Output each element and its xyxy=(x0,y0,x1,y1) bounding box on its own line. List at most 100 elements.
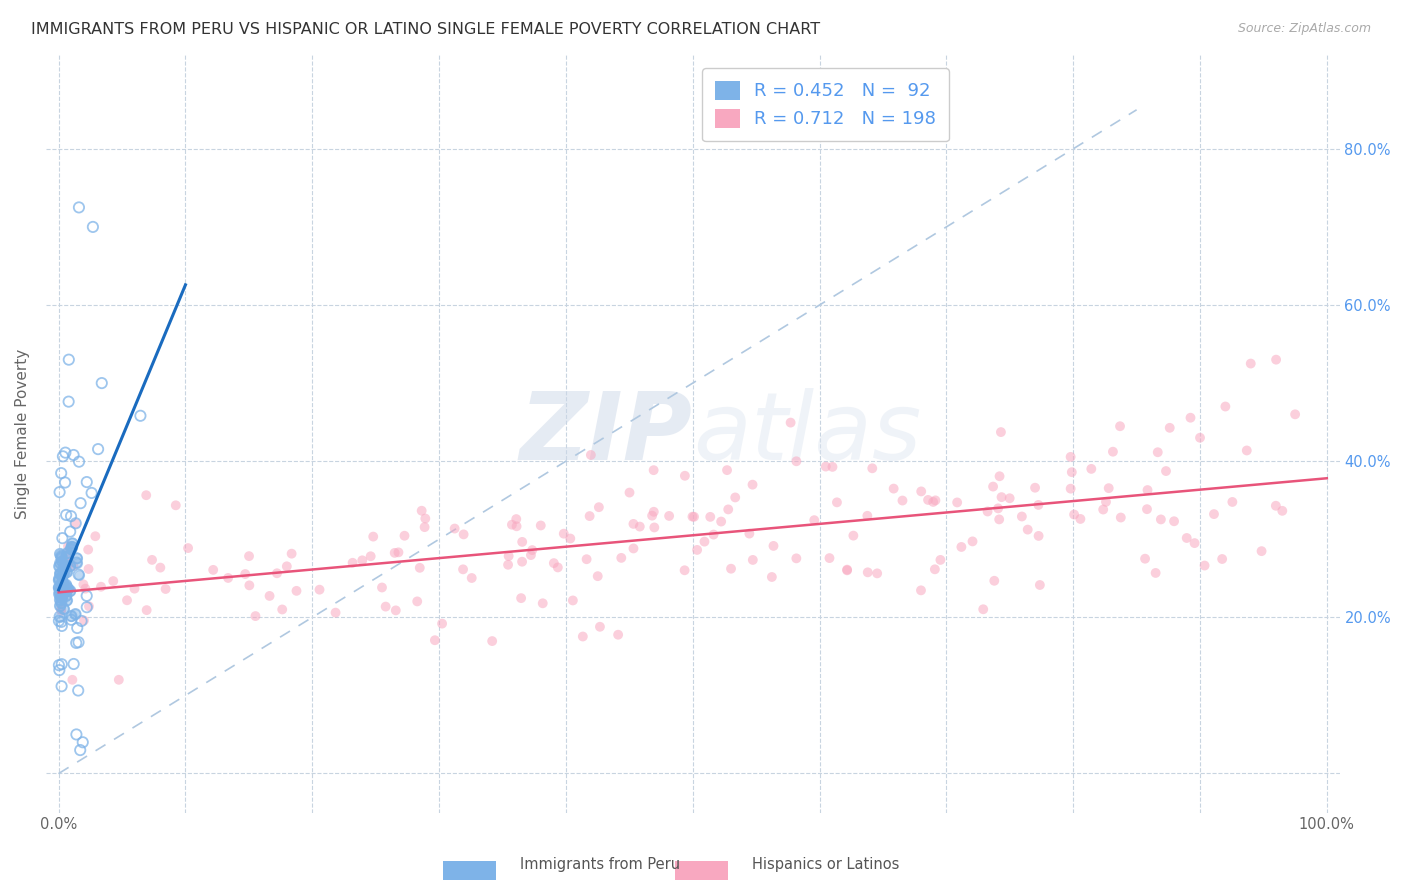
Point xyxy=(1184,536,1206,550)
Point xyxy=(49,591,72,605)
Point xyxy=(82,219,104,234)
Point xyxy=(950,540,973,554)
Point xyxy=(48,574,70,588)
Point xyxy=(762,539,785,553)
Point xyxy=(48,585,70,599)
Text: IMMIGRANTS FROM PERU VS HISPANIC OR LATINO SINGLE FEMALE POVERTY CORRELATION CHA: IMMIGRANTS FROM PERU VS HISPANIC OR LATI… xyxy=(31,22,820,37)
Point xyxy=(51,604,73,618)
Point xyxy=(51,575,73,590)
Point xyxy=(51,575,73,590)
Point xyxy=(803,513,825,527)
Point xyxy=(238,578,260,592)
Point xyxy=(49,547,72,561)
Point xyxy=(65,727,87,741)
Point xyxy=(1028,529,1050,543)
Point xyxy=(1202,507,1225,521)
Point xyxy=(1154,464,1177,478)
Point xyxy=(409,561,432,575)
Point xyxy=(51,583,73,598)
Point xyxy=(643,463,665,477)
Point xyxy=(988,512,1011,526)
Point xyxy=(387,545,409,559)
Point xyxy=(266,566,288,581)
Point xyxy=(325,606,347,620)
Point xyxy=(49,592,72,607)
Point xyxy=(384,546,406,560)
Point xyxy=(84,529,107,543)
Point xyxy=(53,582,76,597)
Point xyxy=(55,593,77,607)
Point xyxy=(56,581,79,595)
Point xyxy=(821,459,844,474)
Point xyxy=(65,556,87,570)
Point xyxy=(51,615,73,629)
Point xyxy=(510,591,533,606)
Point xyxy=(49,582,72,596)
Point xyxy=(48,585,70,599)
Point xyxy=(52,567,75,582)
Point xyxy=(51,596,73,610)
Point xyxy=(129,409,152,423)
Point xyxy=(76,600,98,615)
Point xyxy=(686,542,709,557)
Text: ZIP: ZIP xyxy=(520,388,693,480)
Point xyxy=(217,571,239,585)
Point xyxy=(1136,483,1159,497)
Point xyxy=(48,581,70,595)
Point xyxy=(77,542,100,557)
Point xyxy=(1284,407,1306,421)
Point xyxy=(1159,421,1181,435)
Point xyxy=(451,562,474,576)
Point xyxy=(48,614,70,628)
Point xyxy=(51,657,73,672)
Point xyxy=(53,561,76,575)
Point xyxy=(917,492,939,507)
Point xyxy=(1175,531,1198,545)
Point xyxy=(49,599,72,613)
Point xyxy=(53,577,76,591)
Point xyxy=(49,592,72,607)
Point xyxy=(75,582,97,596)
Point xyxy=(59,558,82,573)
Point xyxy=(52,602,75,616)
Point xyxy=(785,551,807,566)
Point xyxy=(607,628,630,642)
Point xyxy=(1236,443,1258,458)
Point xyxy=(60,540,83,554)
Point xyxy=(49,556,72,570)
Legend: R = 0.452   N =  92, R = 0.712   N = 198: R = 0.452 N = 92, R = 0.712 N = 198 xyxy=(702,68,949,141)
Point xyxy=(52,575,75,590)
Point xyxy=(818,551,841,566)
Point xyxy=(972,602,994,616)
Point xyxy=(59,558,82,573)
Point xyxy=(1133,551,1156,566)
Point xyxy=(1109,510,1132,524)
Point xyxy=(411,504,433,518)
Point xyxy=(52,450,75,464)
Point xyxy=(135,603,157,617)
Point xyxy=(51,596,73,610)
Point xyxy=(65,556,87,570)
Point xyxy=(990,425,1012,439)
Point xyxy=(461,571,484,585)
Point xyxy=(53,475,76,490)
Point xyxy=(52,602,75,616)
Point xyxy=(135,488,157,502)
Point xyxy=(1102,444,1125,458)
Point xyxy=(910,484,932,499)
Point xyxy=(1240,357,1263,371)
Point xyxy=(342,556,364,570)
Point xyxy=(1215,400,1237,414)
Point xyxy=(1144,566,1167,580)
Point xyxy=(280,547,302,561)
Point xyxy=(238,549,260,563)
Point xyxy=(245,609,267,624)
Point xyxy=(543,556,565,570)
Point xyxy=(48,572,70,586)
Point xyxy=(56,581,79,595)
Point xyxy=(66,621,89,635)
Point xyxy=(77,562,100,576)
Point xyxy=(103,574,125,588)
Point xyxy=(891,493,914,508)
Point xyxy=(51,555,73,569)
